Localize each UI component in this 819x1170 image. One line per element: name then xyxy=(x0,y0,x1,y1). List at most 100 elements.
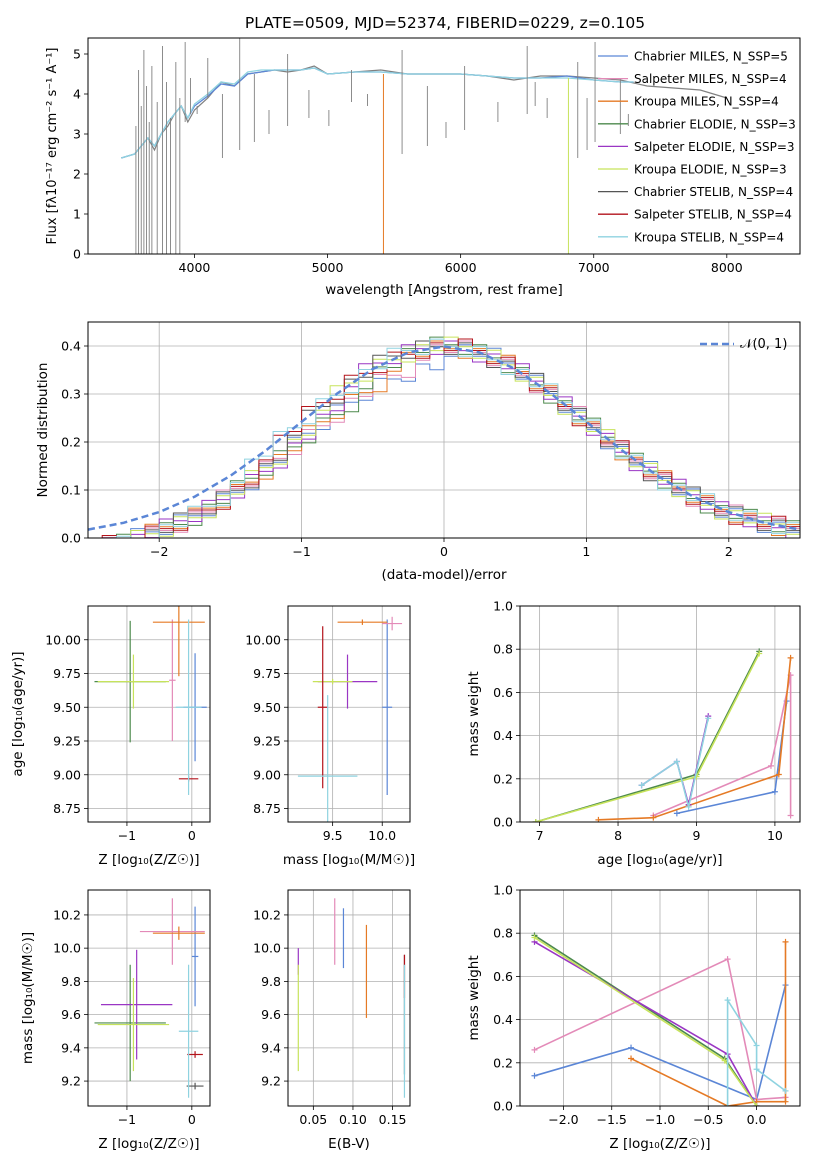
massweight_vs_age-series xyxy=(598,657,792,821)
massweight_vs_age-axes-frame xyxy=(519,605,801,823)
age_vs_mass-ytick-label: 10.00 xyxy=(245,632,281,647)
residuals-xtick-label: 0 xyxy=(440,544,448,559)
spectrum-legend-label: Kroupa ELODIE, N_SSP=3 xyxy=(634,163,787,177)
age_vs_z-panel: −1 0 8.75 9.00 9.25 9.50 9.75 10.00 Z [log₁₀(Z/Z… xyxy=(10,605,211,868)
residuals-xtick-label: 2 xyxy=(725,544,733,559)
residuals-ytick-label: 0.2 xyxy=(61,435,81,450)
age_vs_z-xlabel: Z [log₁₀(Z/Z☉)] xyxy=(98,852,199,868)
massweight_vs_age-ticks: 7 8 9 10 0.0 0.2 0.4 0.6 0.8 1.0 xyxy=(493,599,800,843)
age_vs_mass-axes-frame xyxy=(287,605,411,823)
massweight_vs_z-axes-frame xyxy=(519,889,801,1107)
massweight_vs_z-point xyxy=(724,997,731,1004)
mass_vs_ebv-axes-frame xyxy=(287,889,411,1107)
massweight_vs_age-ytick-label: 0.0 xyxy=(493,815,513,830)
mass_vs_z-axes-frame xyxy=(87,889,211,1107)
age_vs_mass-ytick-label: 8.75 xyxy=(253,801,281,816)
age_vs_mass-ytick-label: 9.50 xyxy=(253,700,281,715)
age_vs_z-ticks: −1 0 8.75 9.00 9.25 9.50 9.75 10.00 xyxy=(45,606,210,843)
spectrum-legend: Chabrier MILES, N_SSP=5 Salpeter MILES, N… xyxy=(598,50,796,244)
massweight_vs_z-series xyxy=(534,936,758,1106)
massweight_vs_age-point xyxy=(771,788,778,795)
massweight_vs_age-point xyxy=(775,771,782,778)
spectrum-xtick-label: 4000 xyxy=(179,260,211,275)
residuals-ylabel: Normed distribution xyxy=(35,363,51,498)
spectrum-legend-label: Chabrier MILES, N_SSP=5 xyxy=(634,50,788,64)
age_vs_z-marks xyxy=(94,606,207,795)
mass_vs_z-ytick-label: 10.0 xyxy=(53,941,81,956)
massweight_vs_age-point xyxy=(673,758,680,765)
spectrum-series-kroupa-stelib xyxy=(121,67,634,159)
massweight_vs_age-ytick-label: 0.4 xyxy=(493,728,513,743)
massweight_vs_z-series xyxy=(534,941,758,1106)
mass_vs_z-panel: −1 0 9.2 9.4 9.6 9.8 10.0 10.2 Z [log₁₀(Z/Z☉)] ma… xyxy=(20,889,211,1152)
massweight_vs_age-ytick-label: 0.6 xyxy=(493,685,513,700)
spectrum-xtick-label: 7000 xyxy=(578,260,610,275)
age_vs_mass-xtick-label: 9.5 xyxy=(323,828,343,843)
massweight_vs_z-ytick-label: 0.8 xyxy=(493,926,513,941)
mass_vs_z-xlabel: Z [log₁₀(Z/Z☉)] xyxy=(98,1136,199,1152)
spectrum-legend-label: Kroupa MILES, N_SSP=4 xyxy=(634,95,779,109)
age_vs_mass-ytick-label: 9.00 xyxy=(253,767,281,782)
mass_vs_z-xtick-label: 0 xyxy=(188,1112,196,1127)
age_vs_z-ytick-label: 9.50 xyxy=(53,700,81,715)
massweight_vs_age-series xyxy=(535,651,760,822)
massweight_vs_age-point xyxy=(787,654,794,661)
mass_vs_ebv-panel: 0.05 0.10 0.15 9.2 9.4 9.6 9.8 10.0 10.2 E(B-V) xyxy=(253,889,411,1152)
spectrum-legend-label: Chabrier ELODIE, N_SSP=3 xyxy=(634,117,796,131)
age_vs_mass-xlabel: mass [log₁₀(M/M☉)] xyxy=(283,852,415,868)
massweight_vs_age-ytick-label: 1.0 xyxy=(493,599,513,614)
mass_vs_ebv-xtick-label: 0.05 xyxy=(299,1112,327,1127)
mass_vs_ebv-ytick-label: 9.4 xyxy=(261,1040,281,1055)
mass_vs_z-ytick-label: 9.4 xyxy=(61,1040,81,1055)
massweight_vs_z-xtick-label: −1.5 xyxy=(597,1112,627,1127)
massweight_vs_age-point xyxy=(756,650,763,657)
massweight_vs_z-point xyxy=(628,1044,635,1051)
spectrum-legend-label: Salpeter STELIB, N_SSP=4 xyxy=(634,208,792,222)
massweight_vs_z-series xyxy=(534,984,787,1101)
spectrum-legend-label: Salpeter ELODIE, N_SSP=3 xyxy=(634,140,795,154)
spectrum-legend-label: Kroupa STELIB, N_SSP=4 xyxy=(634,230,784,244)
age_vs_z-ytick-label: 10.00 xyxy=(45,632,81,647)
massweight_vs_z-point xyxy=(753,1042,760,1049)
massweight_vs_age-ylabel: mass weight xyxy=(466,671,482,756)
age_vs_z-ytick-label: 8.75 xyxy=(53,801,81,816)
massweight_vs_z-panel: −2.0 −1.5 −1.0 −0.5 0.0 0.0 0.2 0.4 0.6 0.8 1.0 Z [… xyxy=(466,883,801,1152)
age_vs_z-axes-frame xyxy=(87,605,211,823)
massweight_vs_age-xtick-label: 7 xyxy=(536,828,544,843)
residuals-xlabel: (data-model)/error xyxy=(381,567,507,583)
mass_vs_ebv-ytick-label: 9.2 xyxy=(261,1074,281,1089)
spectrum-ytick-label: 3 xyxy=(73,127,81,142)
residuals-ytick-label: 0.4 xyxy=(61,339,81,354)
mass_vs_z-ytick-label: 10.2 xyxy=(53,907,81,922)
mass_vs_ebv-ytick-label: 9.6 xyxy=(261,1007,281,1022)
spectrum-legend-label: Salpeter MILES, N_SSP=4 xyxy=(634,72,787,86)
spectrum-ytick-label: 4 xyxy=(73,87,81,102)
massweight_vs_age-series xyxy=(676,700,788,815)
spectrum-ytick-label: 0 xyxy=(73,247,81,262)
spectrum-data-traces xyxy=(121,38,727,254)
mass_vs_ebv-xtick-label: 0.15 xyxy=(379,1112,407,1127)
massweight_vs_z-marks xyxy=(531,932,789,1106)
mass_vs_ebv-marks xyxy=(297,898,406,1098)
massweight_vs_z-ylabel: mass weight xyxy=(466,955,482,1040)
spectrum-traces xyxy=(121,38,727,254)
mass_vs_z-xtick-label: −1 xyxy=(118,1112,136,1127)
age_vs_mass-ticks: 9.5 10.0 8.75 9.00 9.25 9.50 9.75 10.00 xyxy=(245,606,410,843)
massweight_vs_age-xtick-label: 10 xyxy=(767,828,783,843)
massweight_vs_age-xlabel: age [log₁₀(age/yr)] xyxy=(597,852,722,868)
mass_vs_z-ytick-label: 9.6 xyxy=(61,1007,81,1022)
age_vs_mass-ytick-label: 9.25 xyxy=(253,734,281,749)
normal-curve xyxy=(87,345,801,531)
age_vs_z-ytick-label: 9.75 xyxy=(53,666,81,681)
residuals-axes-frame xyxy=(87,321,801,539)
massweight_vs_age-point xyxy=(532,819,539,822)
mass_vs_ebv-ytick-label: 10.2 xyxy=(253,907,281,922)
spectrum-ytick-label: 1 xyxy=(73,207,81,222)
normal-legend-label: 𝒩(0, 1) xyxy=(740,337,787,352)
figure-title: PLATE=0509, MJD=52374, FIBERID=0229, z=0… xyxy=(245,14,645,32)
age_vs_mass-panel: 9.5 10.0 8.75 9.00 9.25 9.50 9.75 10.00 mass [lo… xyxy=(245,605,415,868)
spectrum-xtick-label: 6000 xyxy=(445,260,477,275)
massweight_vs_z-point xyxy=(531,934,538,941)
mass_vs_z-ytick-label: 9.8 xyxy=(61,974,81,989)
massweight_vs_z-point xyxy=(724,1103,731,1106)
